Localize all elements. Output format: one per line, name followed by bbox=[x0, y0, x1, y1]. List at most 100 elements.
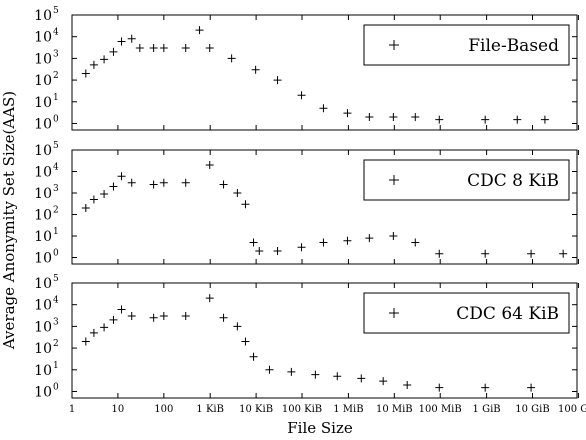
data-point bbox=[481, 383, 490, 392]
y-tick-label: 10 bbox=[34, 208, 52, 224]
data-point bbox=[287, 367, 296, 376]
data-point bbox=[205, 44, 214, 53]
data-point bbox=[411, 112, 420, 121]
data-point bbox=[100, 323, 109, 332]
data-point bbox=[109, 182, 118, 191]
data-point bbox=[181, 44, 190, 53]
x-tick-label: 10 KiB bbox=[239, 404, 273, 415]
y-tick-exponent: 2 bbox=[53, 206, 59, 216]
y-axis-label: Average Anonymity Set Size(AAS) bbox=[0, 91, 18, 350]
legend-box bbox=[363, 159, 570, 201]
y-tick-exponent: 5 bbox=[53, 274, 59, 284]
y-tick-label: 10 bbox=[34, 165, 52, 181]
y-tick-label: 10 bbox=[34, 8, 52, 24]
data-point bbox=[241, 337, 250, 346]
data-point bbox=[435, 115, 444, 124]
y-tick-label: 10 bbox=[34, 319, 52, 335]
data-point bbox=[251, 65, 260, 74]
x-tick-label: 100 KiB bbox=[282, 404, 322, 415]
data-point bbox=[365, 112, 374, 121]
data-point bbox=[89, 328, 98, 337]
y-tick-label: 10 bbox=[34, 384, 52, 400]
y-tick-exponent: 0 bbox=[53, 114, 59, 124]
y-tick-exponent: 2 bbox=[53, 339, 59, 349]
data-point bbox=[135, 44, 144, 53]
data-point bbox=[219, 180, 228, 189]
y-tick-exponent: 4 bbox=[53, 163, 59, 173]
x-axis: 1 10 100 1 KiB 10 KiB 100 KiB 1 MiB 10 MiB 100 M… bbox=[69, 404, 586, 415]
y-tick-exponent: 1 bbox=[53, 93, 59, 103]
y-tick-label: 10 bbox=[34, 229, 52, 245]
y-tick-exponent: 3 bbox=[53, 317, 59, 327]
data-point bbox=[319, 238, 328, 247]
data-point bbox=[127, 178, 136, 187]
data-point bbox=[379, 377, 388, 386]
data-point bbox=[227, 54, 236, 63]
data-point bbox=[527, 383, 536, 392]
y-tick-label: 10 bbox=[34, 143, 52, 159]
data-point bbox=[389, 232, 398, 241]
data-point bbox=[81, 69, 90, 78]
data-point bbox=[149, 44, 158, 53]
x-tick-label: 1 bbox=[69, 404, 75, 415]
legend-label: File-Based bbox=[468, 36, 559, 56]
data-point bbox=[100, 55, 109, 64]
data-point bbox=[559, 249, 568, 258]
data-point bbox=[149, 313, 158, 322]
data-point bbox=[333, 372, 342, 381]
x-tick-label: 1 MiB bbox=[333, 404, 363, 415]
data-point bbox=[540, 115, 549, 124]
data-point bbox=[527, 249, 536, 258]
data-point bbox=[109, 47, 118, 56]
y-tick-exponent: 0 bbox=[53, 249, 59, 259]
y-tick-exponent: 5 bbox=[53, 6, 59, 16]
y-tick-label: 10 bbox=[34, 251, 52, 267]
data-point bbox=[343, 236, 352, 245]
legend-marker bbox=[389, 175, 399, 185]
y-tick-label: 10 bbox=[34, 298, 52, 314]
y-tick-exponent: 1 bbox=[53, 361, 59, 371]
data-point bbox=[117, 172, 126, 181]
data-point bbox=[273, 76, 282, 85]
panel-frame bbox=[71, 149, 578, 265]
data-point bbox=[127, 312, 136, 321]
y-tick-label: 10 bbox=[34, 341, 52, 357]
y-tick-label: 10 bbox=[34, 95, 52, 111]
data-point bbox=[233, 189, 242, 198]
data-point bbox=[297, 243, 306, 252]
data-point bbox=[435, 383, 444, 392]
x-tick-label: 10 bbox=[112, 404, 125, 415]
data-point bbox=[117, 305, 126, 314]
data-point bbox=[255, 247, 264, 256]
y-tick-label: 10 bbox=[34, 116, 52, 132]
data-point bbox=[481, 249, 490, 258]
y-tick-label: 10 bbox=[34, 186, 52, 202]
data-point bbox=[159, 178, 168, 187]
data-point bbox=[481, 115, 490, 124]
data-point bbox=[149, 180, 158, 189]
data-point bbox=[365, 234, 374, 243]
y-tick-exponent: 2 bbox=[53, 71, 59, 81]
y-tick-label: 10 bbox=[34, 276, 52, 292]
data-point bbox=[411, 238, 420, 247]
legend-label: CDC 8 KiB bbox=[467, 171, 559, 191]
data-point bbox=[81, 204, 90, 213]
x-tick-label: 10 GiB bbox=[515, 404, 549, 415]
x-tick-label: 1 KiB bbox=[196, 404, 224, 415]
data-point bbox=[233, 322, 242, 331]
x-tick-label: 100 MiB bbox=[419, 404, 462, 415]
y-tick-exponent: 3 bbox=[53, 184, 59, 194]
panel-frame bbox=[71, 14, 578, 131]
y-tick-exponent: 0 bbox=[53, 382, 59, 392]
data-point bbox=[357, 374, 366, 383]
y-tick-exponent: 4 bbox=[53, 296, 59, 306]
data-point bbox=[109, 315, 118, 324]
data-point bbox=[249, 352, 258, 361]
y-tick-exponent: 5 bbox=[53, 141, 59, 151]
y-tick-label: 10 bbox=[34, 51, 52, 67]
data-point bbox=[117, 37, 126, 46]
x-tick-label: 1 GiB bbox=[473, 404, 501, 415]
